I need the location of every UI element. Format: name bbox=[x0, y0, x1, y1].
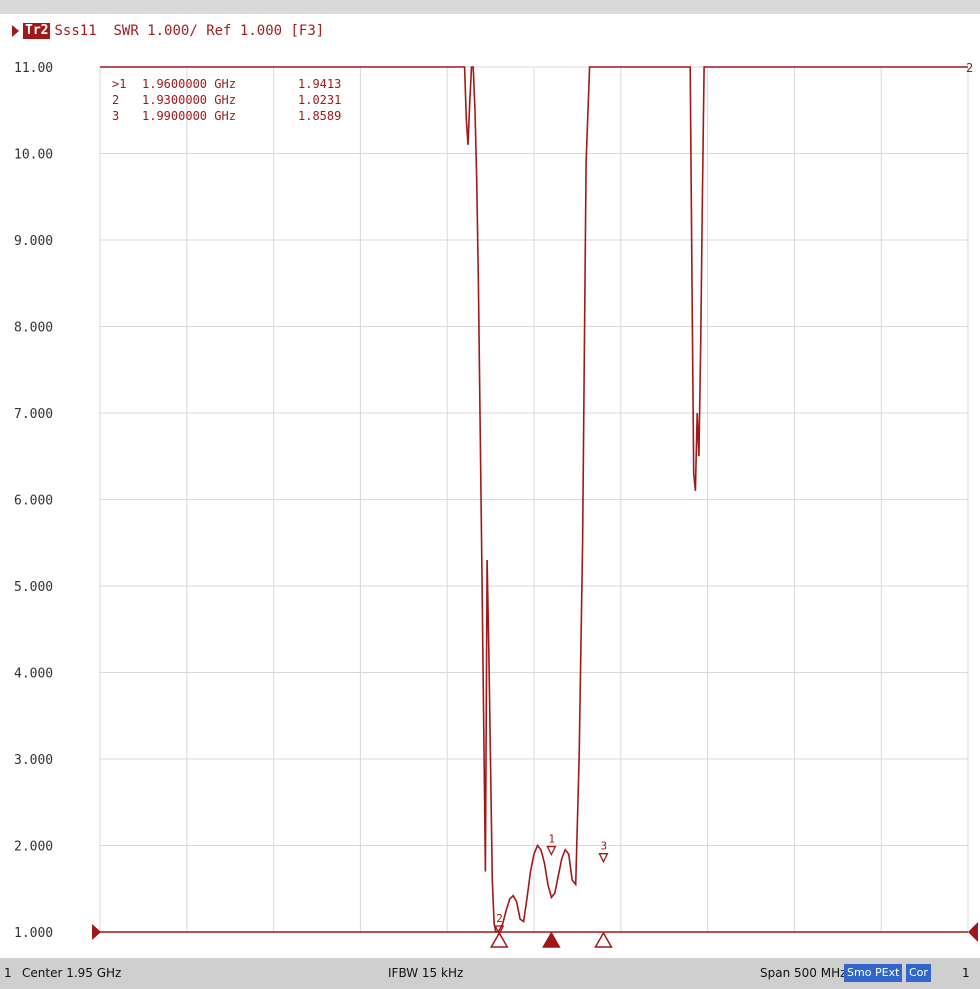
marker-readout-frequency: 1.9300000 GHz bbox=[142, 93, 236, 107]
window-top-strip bbox=[0, 0, 980, 14]
marker-readout-table: >1 1.9600000 GHz 1.9413 2 1.9300000 GHz 1.023… bbox=[112, 77, 341, 123]
chart-grid bbox=[99, 66, 969, 933]
y-tick-label: 1.000 bbox=[14, 926, 53, 941]
y-tick-label: 7.000 bbox=[14, 407, 53, 422]
marker-triangle-1 bbox=[542, 931, 561, 948]
swr-chart: 1.000 2.000 3.000 4.000 5.000 6.000 7.000 8.000… bbox=[14, 61, 978, 948]
marker-point-label-2: 2 bbox=[496, 912, 503, 925]
reference-indicators: 2 bbox=[92, 61, 978, 942]
marker-readout-value: 1.9413 bbox=[298, 77, 341, 91]
marker-readout-frequency: 1.9600000 GHz bbox=[142, 77, 236, 91]
marker-readout-label: 3 bbox=[112, 109, 119, 123]
reference-level-right-arrow-icon bbox=[968, 922, 978, 942]
smoothing-badge[interactable]: Smo bbox=[844, 964, 875, 982]
y-tick-label: 10.00 bbox=[14, 148, 53, 163]
marker-point-label-3: 3 bbox=[600, 840, 607, 853]
marker-point-3 bbox=[598, 853, 609, 864]
marker-readout-value: 1.8589 bbox=[298, 109, 341, 123]
y-tick-label: 4.000 bbox=[14, 667, 53, 682]
marker-readout-value: 1.0231 bbox=[298, 93, 341, 107]
marker-readout-label: 2 bbox=[112, 93, 119, 107]
status-center-frequency[interactable]: Center 1.95 GHz bbox=[22, 966, 122, 980]
status-channel: 1 bbox=[4, 966, 12, 980]
trace-badge[interactable]: Tr2 bbox=[23, 23, 51, 39]
y-tick-label: 11.00 bbox=[14, 61, 53, 76]
status-end-indicator: 1 bbox=[962, 966, 970, 980]
marker-readout-label: >1 bbox=[112, 77, 126, 91]
y-tick-label: 9.000 bbox=[14, 234, 53, 249]
trace-title: Sss11 SWR 1.000/ Ref 1.000 [F3] bbox=[54, 23, 325, 39]
trace-end-label: 2 bbox=[966, 61, 973, 75]
y-tick-label: 5.000 bbox=[14, 580, 53, 595]
y-tick-label: 6.000 bbox=[14, 494, 53, 509]
marker-triangle-3 bbox=[594, 931, 613, 948]
y-tick-label: 8.000 bbox=[14, 321, 53, 336]
marker-readout-frequency: 1.9900000 GHz bbox=[142, 109, 236, 123]
status-ifbw[interactable]: IFBW 15 kHz bbox=[388, 966, 464, 980]
port-extension-badge[interactable]: PExt bbox=[872, 964, 903, 982]
correction-badge[interactable]: Cor bbox=[906, 964, 931, 982]
marker-triangle-2 bbox=[489, 931, 509, 948]
marker-point-2 bbox=[494, 925, 505, 936]
status-bar: 1 Center 1.95 GHz IFBW 15 kHz Span 500 M… bbox=[0, 958, 980, 989]
marker-layer: 1 2 3 bbox=[489, 833, 613, 948]
y-tick-label: 2.000 bbox=[14, 840, 53, 855]
reference-level-left-arrow-icon bbox=[92, 924, 101, 940]
marker-point-label-1: 1 bbox=[548, 833, 555, 846]
y-tick-label: 3.000 bbox=[14, 753, 53, 768]
y-axis-ticks: 1.000 2.000 3.000 4.000 5.000 6.000 7.000 8.000… bbox=[14, 61, 53, 941]
trace-header[interactable]: Tr2 Sss11 SWR 1.000/ Ref 1.000 [F3] bbox=[12, 20, 324, 42]
trace-line bbox=[100, 66, 968, 933]
active-trace-arrow-icon bbox=[12, 25, 19, 37]
trace-layer bbox=[100, 66, 968, 933]
marker-point-1 bbox=[546, 845, 557, 857]
status-span[interactable]: Span 500 MHz bbox=[760, 966, 847, 980]
